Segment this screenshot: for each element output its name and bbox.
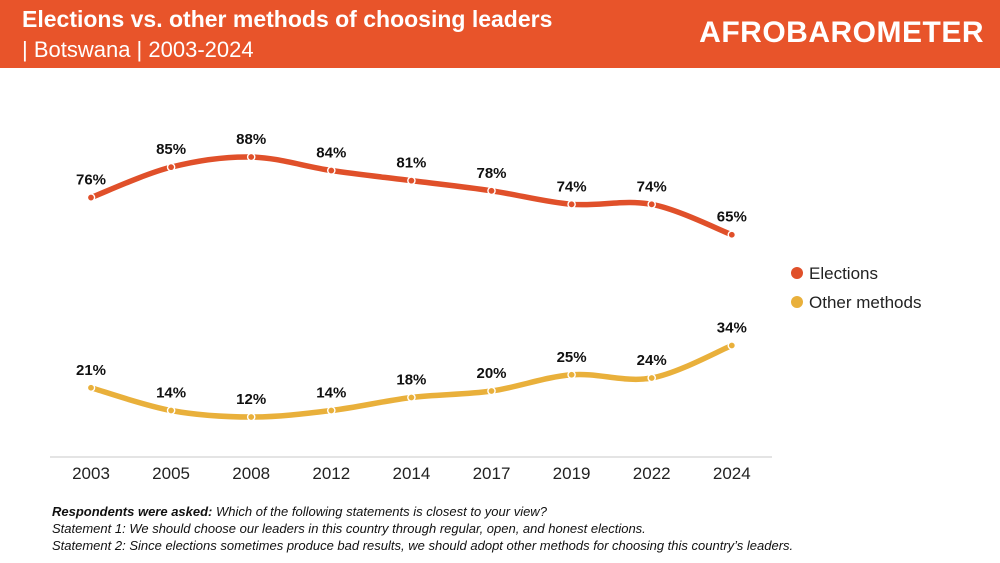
question-label: Respondents were asked: [52, 504, 213, 519]
data-point-elections [407, 176, 416, 185]
x-tick-label: 2014 [392, 464, 430, 483]
data-label-elections: 76% [76, 172, 106, 189]
data-point-elections [567, 200, 576, 209]
x-tick-label: 2005 [152, 464, 190, 483]
data-point-other-methods [407, 393, 416, 402]
data-label-other-methods: 14% [156, 385, 186, 402]
x-tick-label: 2017 [473, 464, 511, 483]
data-point-other-methods [326, 406, 336, 415]
data-point-other-methods [727, 341, 737, 350]
chart-subtitle: | Botswana | 2003-2024 [22, 37, 254, 62]
data-point-other-methods [487, 386, 496, 396]
data-label-other-methods: 20% [476, 365, 506, 382]
data-label-elections: 81% [396, 155, 426, 172]
data-point-elections [166, 162, 176, 172]
data-point-other-methods [166, 406, 176, 415]
data-label-elections: 84% [316, 145, 346, 162]
data-label-elections: 78% [476, 165, 506, 182]
data-point-elections [86, 193, 96, 202]
x-tick-label: 2019 [553, 464, 591, 483]
survey-notes: Respondents were asked: Which of the fol… [52, 503, 793, 554]
chart-title: Elections vs. other methods of choosing … [22, 6, 553, 32]
legend-marker-elections [791, 267, 803, 279]
data-point-other-methods [86, 383, 96, 393]
data-point-elections [246, 152, 256, 162]
data-label-elections: 65% [717, 209, 747, 226]
question-text: Which of the following statements is clo… [212, 504, 547, 519]
statement-2: Statement 2: Since elections sometimes p… [52, 538, 794, 553]
data-point-other-methods [246, 412, 256, 422]
x-tick-label: 2012 [312, 464, 350, 483]
legend-label-other-methods: Other methods [809, 293, 921, 312]
statement-1: Statement 1: We should choose our leader… [52, 521, 646, 536]
data-point-other-methods [647, 373, 657, 383]
data-label-other-methods: 14% [316, 385, 346, 402]
question-line: Respondents were asked: Which of the fol… [52, 503, 793, 520]
data-label-other-methods: 34% [717, 320, 747, 337]
data-point-elections [326, 166, 336, 175]
data-label-other-methods: 21% [76, 362, 106, 379]
legend-marker-other-methods [791, 296, 803, 308]
data-label-elections: 74% [557, 178, 587, 195]
data-point-other-methods [567, 370, 576, 380]
x-tick-label: 2003 [72, 464, 110, 483]
x-tick-label: 2024 [713, 464, 751, 483]
data-label-elections: 88% [236, 131, 266, 148]
data-label-other-methods: 18% [396, 372, 426, 389]
data-label-elections: 85% [156, 141, 186, 158]
header-banner: Elections vs. other methods of choosing … [0, 0, 1000, 68]
data-label-other-methods: 25% [557, 349, 587, 366]
legend-label-elections: Elections [809, 264, 878, 283]
data-label-other-methods: 12% [236, 391, 266, 408]
x-tick-label: 2008 [232, 464, 270, 483]
data-point-elections [487, 186, 496, 196]
data-point-elections [727, 230, 737, 240]
data-point-elections [647, 200, 657, 209]
data-label-other-methods: 24% [637, 352, 667, 369]
afrobarometer-logo: AFROBAROMETER [699, 16, 984, 49]
data-label-elections: 74% [637, 178, 667, 195]
x-tick-label: 2022 [633, 464, 671, 483]
